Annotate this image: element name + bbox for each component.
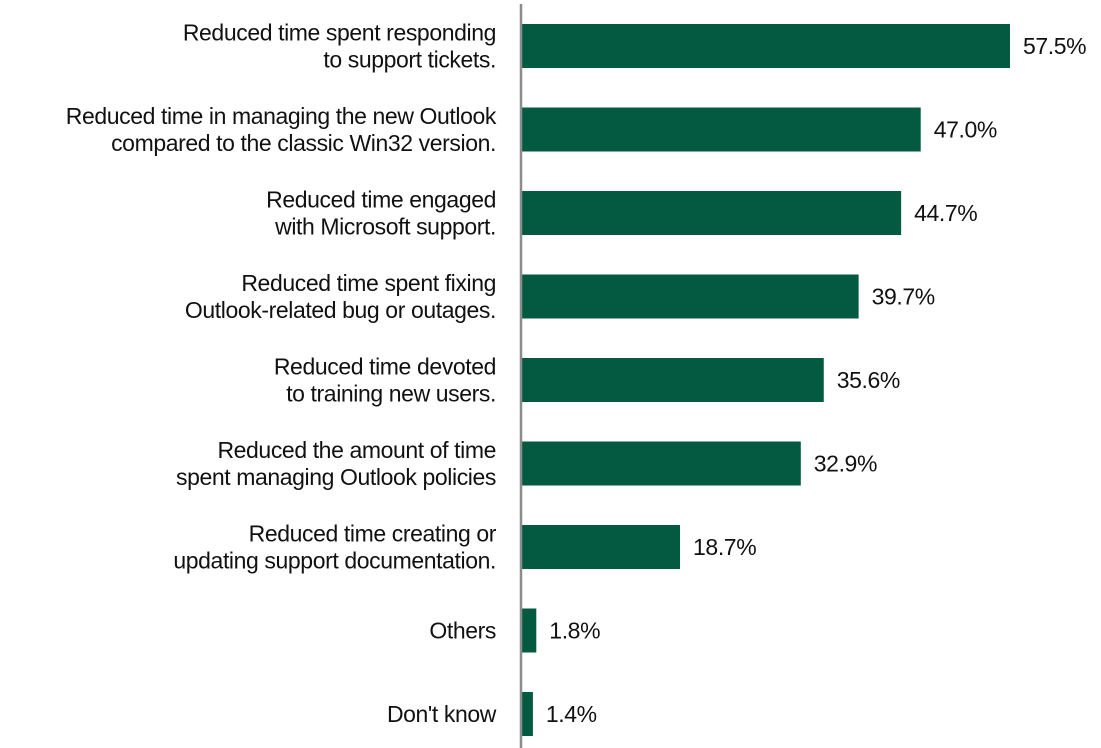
category-label: Reduced time in managing the new Outlook: [66, 103, 497, 129]
data-label: 18.7%: [693, 534, 756, 560]
bar: [521, 274, 859, 319]
category-label: Reduced time spent responding: [183, 20, 496, 46]
category-label: to training new users.: [286, 381, 496, 407]
data-label: 57.5%: [1023, 33, 1086, 59]
bar: [521, 24, 1010, 68]
category-label: compared to the classic Win32 version.: [111, 130, 496, 156]
bar: [521, 107, 921, 152]
category-label: Reduced the amount of time: [217, 437, 496, 463]
bar: [521, 608, 537, 653]
data-label: 35.6%: [837, 367, 900, 393]
bar: [521, 692, 533, 736]
data-label: 1.4%: [546, 701, 597, 727]
category-label: Others: [429, 618, 496, 644]
data-label: 32.9%: [814, 451, 877, 477]
bar: [521, 525, 681, 569]
category-label: Reduced time creating or: [249, 521, 497, 547]
bar: [521, 441, 801, 486]
category-label: Reduced time engaged: [266, 187, 496, 213]
category-label: updating support documentation.: [173, 548, 496, 574]
bar: [521, 358, 824, 402]
bar: [521, 191, 902, 235]
category-label: Outlook-related bug or outages.: [185, 297, 496, 323]
data-label: 47.0%: [934, 117, 997, 143]
category-label: spent managing Outlook policies: [176, 464, 496, 490]
category-label: with Microsoft support.: [274, 214, 496, 240]
category-label: Reduced time devoted: [274, 354, 496, 380]
category-label: to support tickets.: [323, 47, 496, 73]
data-label: 39.7%: [872, 284, 935, 310]
category-label: Don't know: [387, 701, 497, 727]
category-label: Reduced time spent fixing: [241, 270, 496, 296]
data-label: 1.8%: [549, 618, 600, 644]
data-label: 44.7%: [914, 200, 977, 226]
